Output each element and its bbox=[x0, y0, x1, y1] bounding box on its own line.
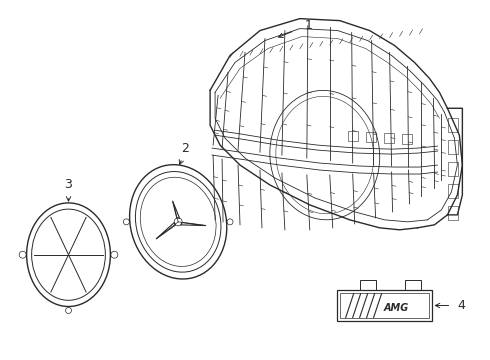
Bar bbox=[348, 131, 358, 141]
Bar bbox=[340, 293, 429, 319]
Bar bbox=[384, 133, 393, 143]
Bar bbox=[448, 184, 458, 198]
Text: AMG: AMG bbox=[384, 302, 409, 312]
Bar bbox=[448, 140, 458, 154]
Bar bbox=[401, 134, 412, 144]
Bar bbox=[448, 162, 458, 176]
Text: 1: 1 bbox=[305, 19, 313, 32]
Bar bbox=[337, 289, 432, 321]
Bar bbox=[448, 118, 458, 132]
Bar bbox=[360, 280, 376, 289]
Text: 3: 3 bbox=[65, 179, 73, 192]
Bar bbox=[405, 280, 420, 289]
Bar bbox=[448, 206, 458, 220]
Bar bbox=[366, 132, 376, 142]
Text: 4: 4 bbox=[457, 299, 465, 312]
Text: 2: 2 bbox=[181, 141, 189, 155]
